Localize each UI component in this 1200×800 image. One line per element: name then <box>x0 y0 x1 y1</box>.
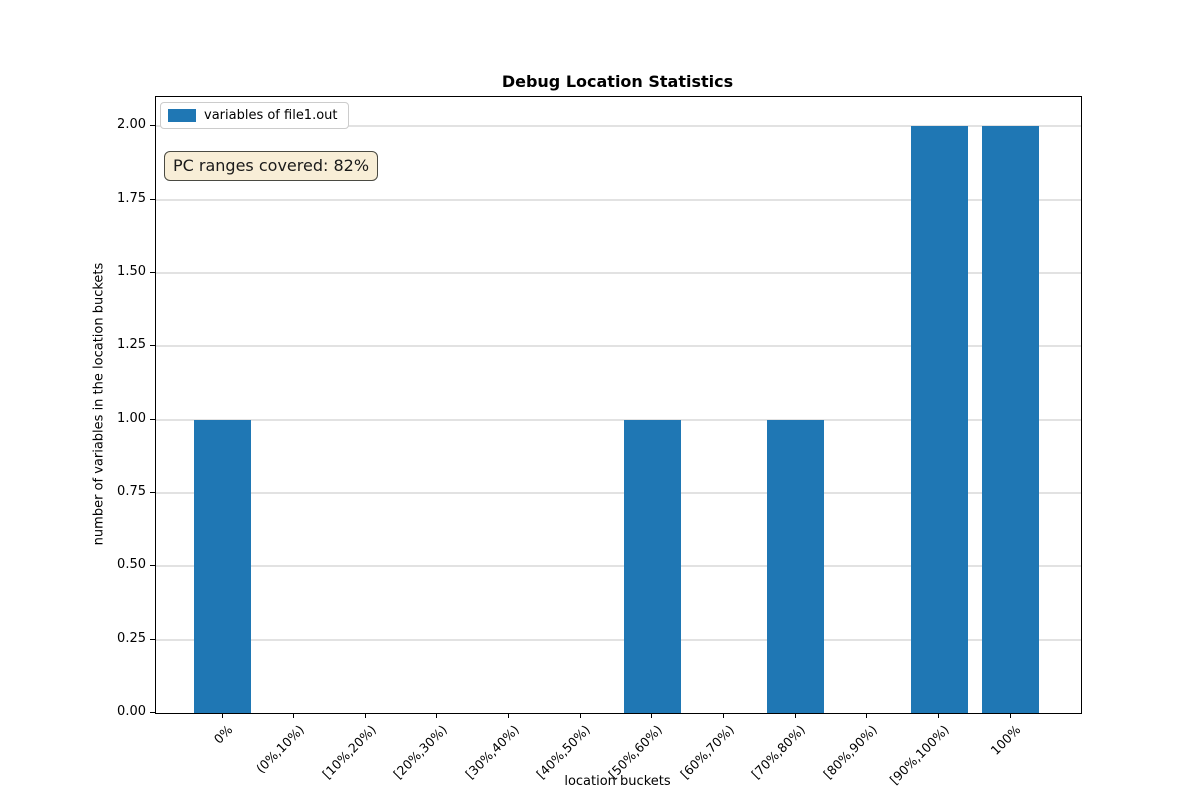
chart-title: Debug Location Statistics <box>501 72 734 91</box>
plot-area: variables of file1.out PC ranges covered… <box>155 96 1082 714</box>
x-axis-label: location buckets <box>564 774 671 789</box>
x-tick-mark <box>221 714 223 718</box>
x-tick-mark <box>364 714 366 718</box>
x-tick-mark <box>1009 714 1011 718</box>
x-tick-label: [60%,70%) <box>677 722 737 782</box>
x-tick-mark <box>794 714 796 718</box>
gridline <box>156 345 1081 348</box>
x-tick-label: (0%,10%) <box>252 722 307 776</box>
bar <box>623 419 681 713</box>
bar <box>194 419 251 713</box>
y-tick-label: 2.00 <box>117 117 146 133</box>
y-tick-mark <box>150 418 155 420</box>
x-tick-mark <box>651 714 653 718</box>
x-tick-label: 0% <box>210 722 236 747</box>
x-tick-label: [10%,20%) <box>318 722 379 782</box>
y-tick-label: 0.25 <box>117 630 146 646</box>
gridline <box>156 418 1081 421</box>
x-tick-mark <box>436 714 438 718</box>
x-tick-mark <box>938 714 939 718</box>
legend: variables of file1.out <box>160 102 349 129</box>
gridline <box>156 565 1081 568</box>
y-tick-mark <box>150 638 155 640</box>
pc-ranges-annotation: PC ranges covered: 82% <box>164 151 379 181</box>
legend-swatch-icon <box>168 109 196 122</box>
x-tick-label: 100% <box>987 722 1024 758</box>
y-tick-mark <box>150 272 155 273</box>
y-tick-label: 0.00 <box>117 704 146 719</box>
bar <box>767 419 825 713</box>
gridline <box>156 492 1081 494</box>
y-tick-mark <box>150 712 155 713</box>
y-tick-label: 1.00 <box>117 410 146 426</box>
y-tick-mark <box>150 565 155 567</box>
x-tick-mark <box>579 714 581 718</box>
x-tick-label: [40%,50%) <box>533 722 594 782</box>
y-tick-mark <box>150 125 155 127</box>
legend-label: variables of file1.out <box>204 108 338 123</box>
bar <box>982 126 1040 713</box>
y-tick-mark <box>150 345 155 347</box>
gridline <box>156 198 1081 201</box>
x-tick-label: [20%,30%) <box>390 722 451 782</box>
gridline <box>156 272 1081 274</box>
y-tick-label: 1.50 <box>117 264 146 279</box>
x-tick-label: [80%,90%) <box>820 722 880 782</box>
y-tick-mark <box>150 198 155 200</box>
x-tick-label: [50%,60%) <box>605 722 666 782</box>
x-tick-mark <box>508 714 510 718</box>
y-tick-label: 1.75 <box>117 190 146 206</box>
gridline <box>156 125 1081 128</box>
gridline <box>156 638 1081 641</box>
x-tick-label: [70%,80%) <box>748 722 809 782</box>
bar <box>910 126 968 713</box>
y-tick-mark <box>150 492 155 493</box>
x-tick-mark <box>723 714 725 718</box>
x-tick-mark <box>293 714 295 718</box>
y-tick-label: 0.75 <box>117 484 146 499</box>
x-tick-label: [30%,40%) <box>462 722 522 782</box>
y-axis-label: number of variables in the location buck… <box>91 262 107 546</box>
y-tick-label: 0.50 <box>117 557 146 573</box>
x-tick-mark <box>866 714 868 718</box>
y-tick-label: 1.25 <box>117 337 146 353</box>
